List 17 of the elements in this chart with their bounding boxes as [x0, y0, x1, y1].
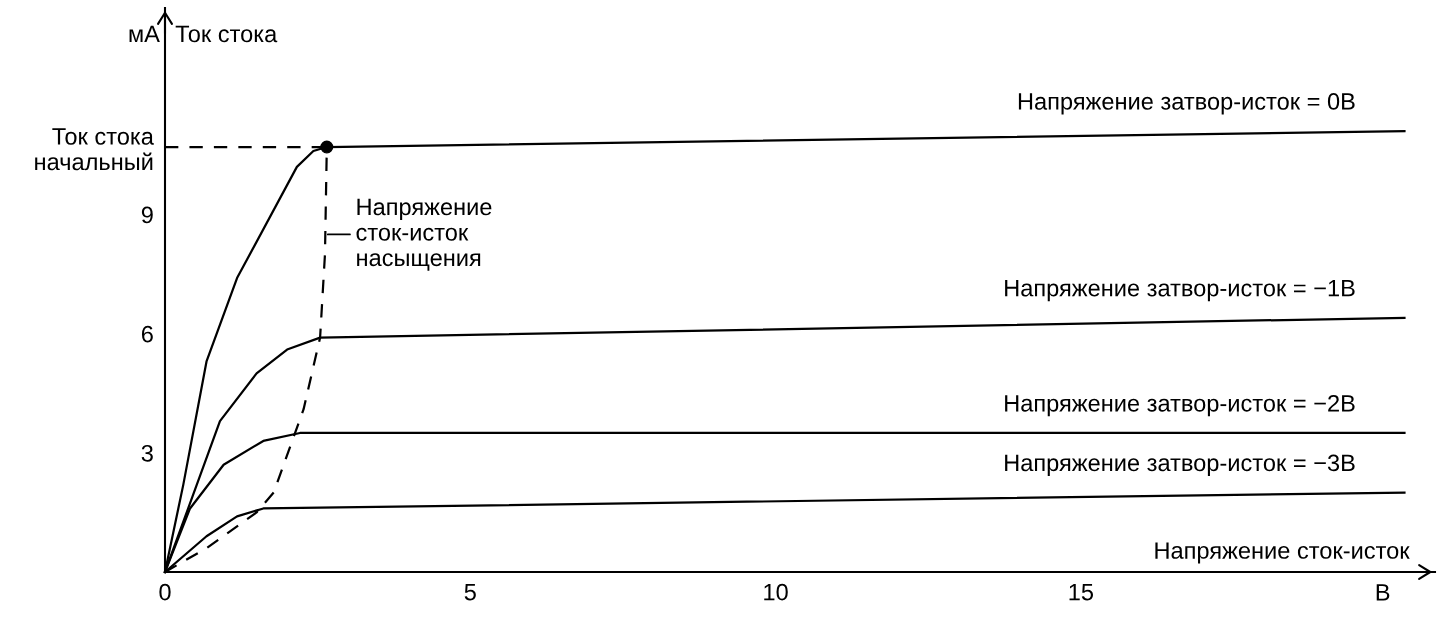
x-tick-label: 10	[764, 583, 788, 601]
y-tick-label: Ток стока начальный	[35, 128, 154, 171]
series-label: Напряжение затвор-исток = −3В	[1005, 454, 1355, 476]
series-label: Напряжение затвор-исток = −2В	[1005, 394, 1355, 417]
x-tick-label: 15	[1069, 583, 1094, 601]
y-tick-label: 6	[141, 325, 153, 343]
y-tick-label: 3	[141, 444, 153, 462]
y-axis-title: Ток стока	[175, 25, 278, 43]
y-tick-label: 9	[141, 206, 153, 224]
text: мА	[129, 25, 160, 43]
series-label: Напряжение затвор-исток = 0В	[1018, 93, 1355, 115]
series-label: Напряжение затвор-исток = −1В	[1005, 279, 1355, 302]
x-tick-label: 5	[464, 583, 476, 601]
x-axis-title: Напряжение сток-исток	[1155, 542, 1410, 564]
text: В	[1376, 584, 1390, 601]
x-tick-label: 0	[159, 583, 171, 601]
annotation: Напряжение сток-исток насыщения	[356, 198, 492, 271]
